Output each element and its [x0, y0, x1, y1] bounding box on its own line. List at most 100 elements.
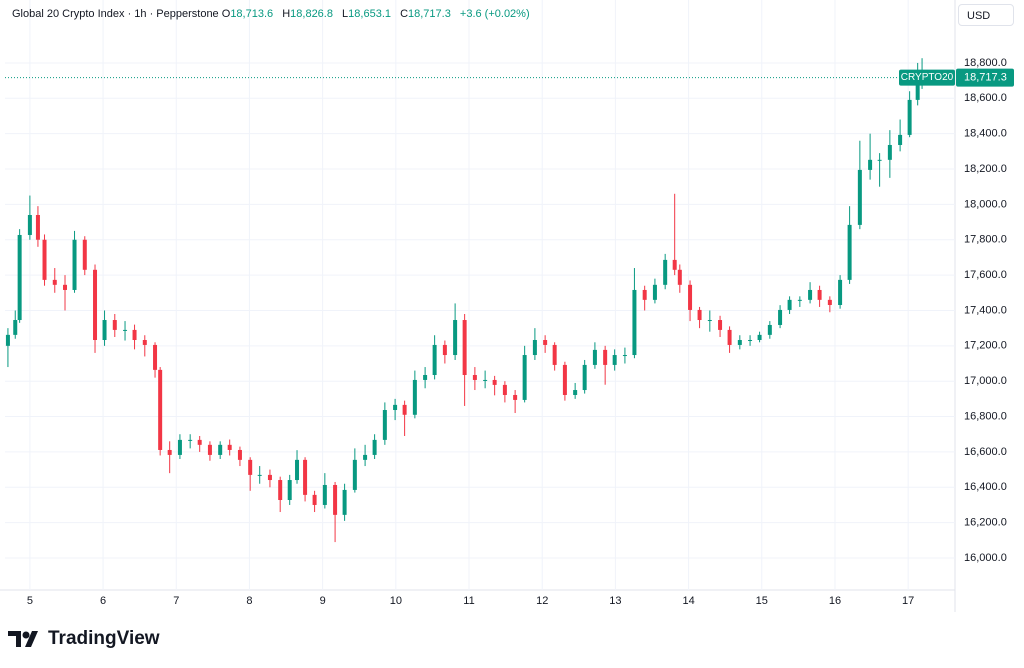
- brand-logo[interactable]: TradingView: [8, 628, 160, 650]
- candle-body: [663, 259, 668, 285]
- candle-body: [652, 284, 657, 300]
- candle-body: [632, 289, 637, 356]
- candle-body: [312, 494, 317, 505]
- candle-body: [767, 324, 772, 335]
- logo-icon: [8, 631, 38, 647]
- y-tick-label: 18,600.0: [964, 92, 1007, 104]
- candle-body: [472, 375, 477, 380]
- y-tick-label: 16,800.0: [964, 410, 1007, 422]
- x-tick-label: 14: [682, 595, 694, 607]
- candle-body: [887, 144, 892, 160]
- candle-body: [237, 449, 242, 460]
- axis-labels: 16,000.0 16,200.0 16,400.0 16,600.0 16,800.0…: [27, 57, 1014, 607]
- y-tick-label: 16,400.0: [964, 481, 1007, 493]
- price-tag-label: 18,717.3: [964, 71, 1007, 83]
- l-value: 18,653.1: [348, 8, 391, 20]
- candles: [5, 58, 955, 543]
- candle-body: [877, 159, 882, 161]
- candle-body: [333, 484, 338, 515]
- candle-body: [532, 339, 537, 356]
- candle-body: [677, 269, 682, 285]
- candle-body: [442, 344, 447, 356]
- x-tick-label: 8: [246, 595, 252, 607]
- candle-body: [915, 79, 920, 100]
- candle-body: [847, 224, 852, 280]
- y-tick-label: 16,200.0: [964, 517, 1007, 529]
- c-label: C: [400, 8, 409, 20]
- x-tick-label: 12: [536, 595, 548, 607]
- candle-body: [35, 214, 40, 240]
- h-label: H: [282, 8, 291, 20]
- candle-body: [868, 159, 873, 170]
- candle-body: [402, 404, 407, 415]
- candle-body: [167, 449, 172, 455]
- candle-body: [748, 339, 753, 341]
- candle-body: [287, 480, 292, 501]
- grid: [5, 0, 955, 590]
- candle-body: [372, 439, 377, 455]
- y-tick-label: 18,400.0: [964, 128, 1007, 140]
- candle-body: [672, 259, 677, 270]
- candle-body: [817, 289, 822, 300]
- y-tick-label: 16,000.0: [964, 552, 1007, 564]
- candle-body: [707, 320, 712, 322]
- candle-body: [827, 299, 832, 305]
- candle-body: [453, 320, 458, 356]
- l-label: L: [342, 8, 349, 20]
- candle-body: [522, 355, 527, 400]
- y-tick-label: 18,000.0: [964, 198, 1007, 210]
- candle-body: [17, 234, 22, 321]
- y-tick-label: 17,400.0: [964, 304, 1007, 316]
- legend-header: Global 20 Crypto Index · 1h · Pepperston…: [12, 8, 536, 20]
- candle-body: [423, 375, 428, 380]
- x-tick-label: 9: [320, 595, 326, 607]
- candle-body: [322, 484, 327, 505]
- currency-button[interactable]: USD: [958, 4, 1014, 26]
- candle-body: [342, 489, 347, 515]
- o-label: O: [221, 8, 231, 20]
- x-tick-label: 15: [756, 595, 768, 607]
- candle-body: [808, 289, 813, 300]
- candle-body: [248, 459, 253, 475]
- candle-body: [697, 309, 702, 321]
- x-tick-label: 5: [27, 595, 33, 607]
- candle-body: [612, 355, 617, 365]
- candle-body: [552, 344, 557, 365]
- x-tick-label: 16: [829, 595, 841, 607]
- x-tick-label: 6: [100, 595, 106, 607]
- candle-body: [412, 379, 417, 415]
- candle-body: [857, 169, 862, 225]
- candle-body: [197, 439, 202, 445]
- candle-body: [227, 444, 232, 450]
- candle-body: [492, 379, 497, 385]
- c-value: 18,717.3: [408, 8, 451, 20]
- candle-body: [278, 480, 283, 501]
- candle-body: [142, 339, 147, 345]
- candle-body: [72, 239, 77, 290]
- symbol-tag-label: CRYPTO20: [901, 72, 954, 83]
- price-tag: [956, 68, 1014, 87]
- candle-body: [622, 355, 627, 357]
- candle-body: [718, 320, 723, 330]
- candle-body: [787, 299, 792, 310]
- candle-body: [502, 384, 507, 395]
- candle-body: [257, 474, 262, 476]
- y-tick-label: 18,200.0: [964, 163, 1007, 175]
- y-tick-label: 17,800.0: [964, 234, 1007, 246]
- candle-body: [188, 439, 193, 441]
- candle-body: [757, 334, 762, 340]
- candle-body: [102, 320, 107, 340]
- candle-body: [778, 309, 783, 325]
- candle-body: [737, 339, 742, 345]
- candle-body: [52, 279, 57, 285]
- y-tick-label: 16,600.0: [964, 446, 1007, 458]
- candle-body: [582, 364, 587, 391]
- candle-body: [898, 134, 903, 145]
- candle-body: [592, 349, 597, 365]
- candle-body: [132, 329, 137, 340]
- candle-body: [513, 394, 518, 400]
- candle-body: [5, 334, 10, 346]
- x-tick-label: 17: [902, 595, 914, 607]
